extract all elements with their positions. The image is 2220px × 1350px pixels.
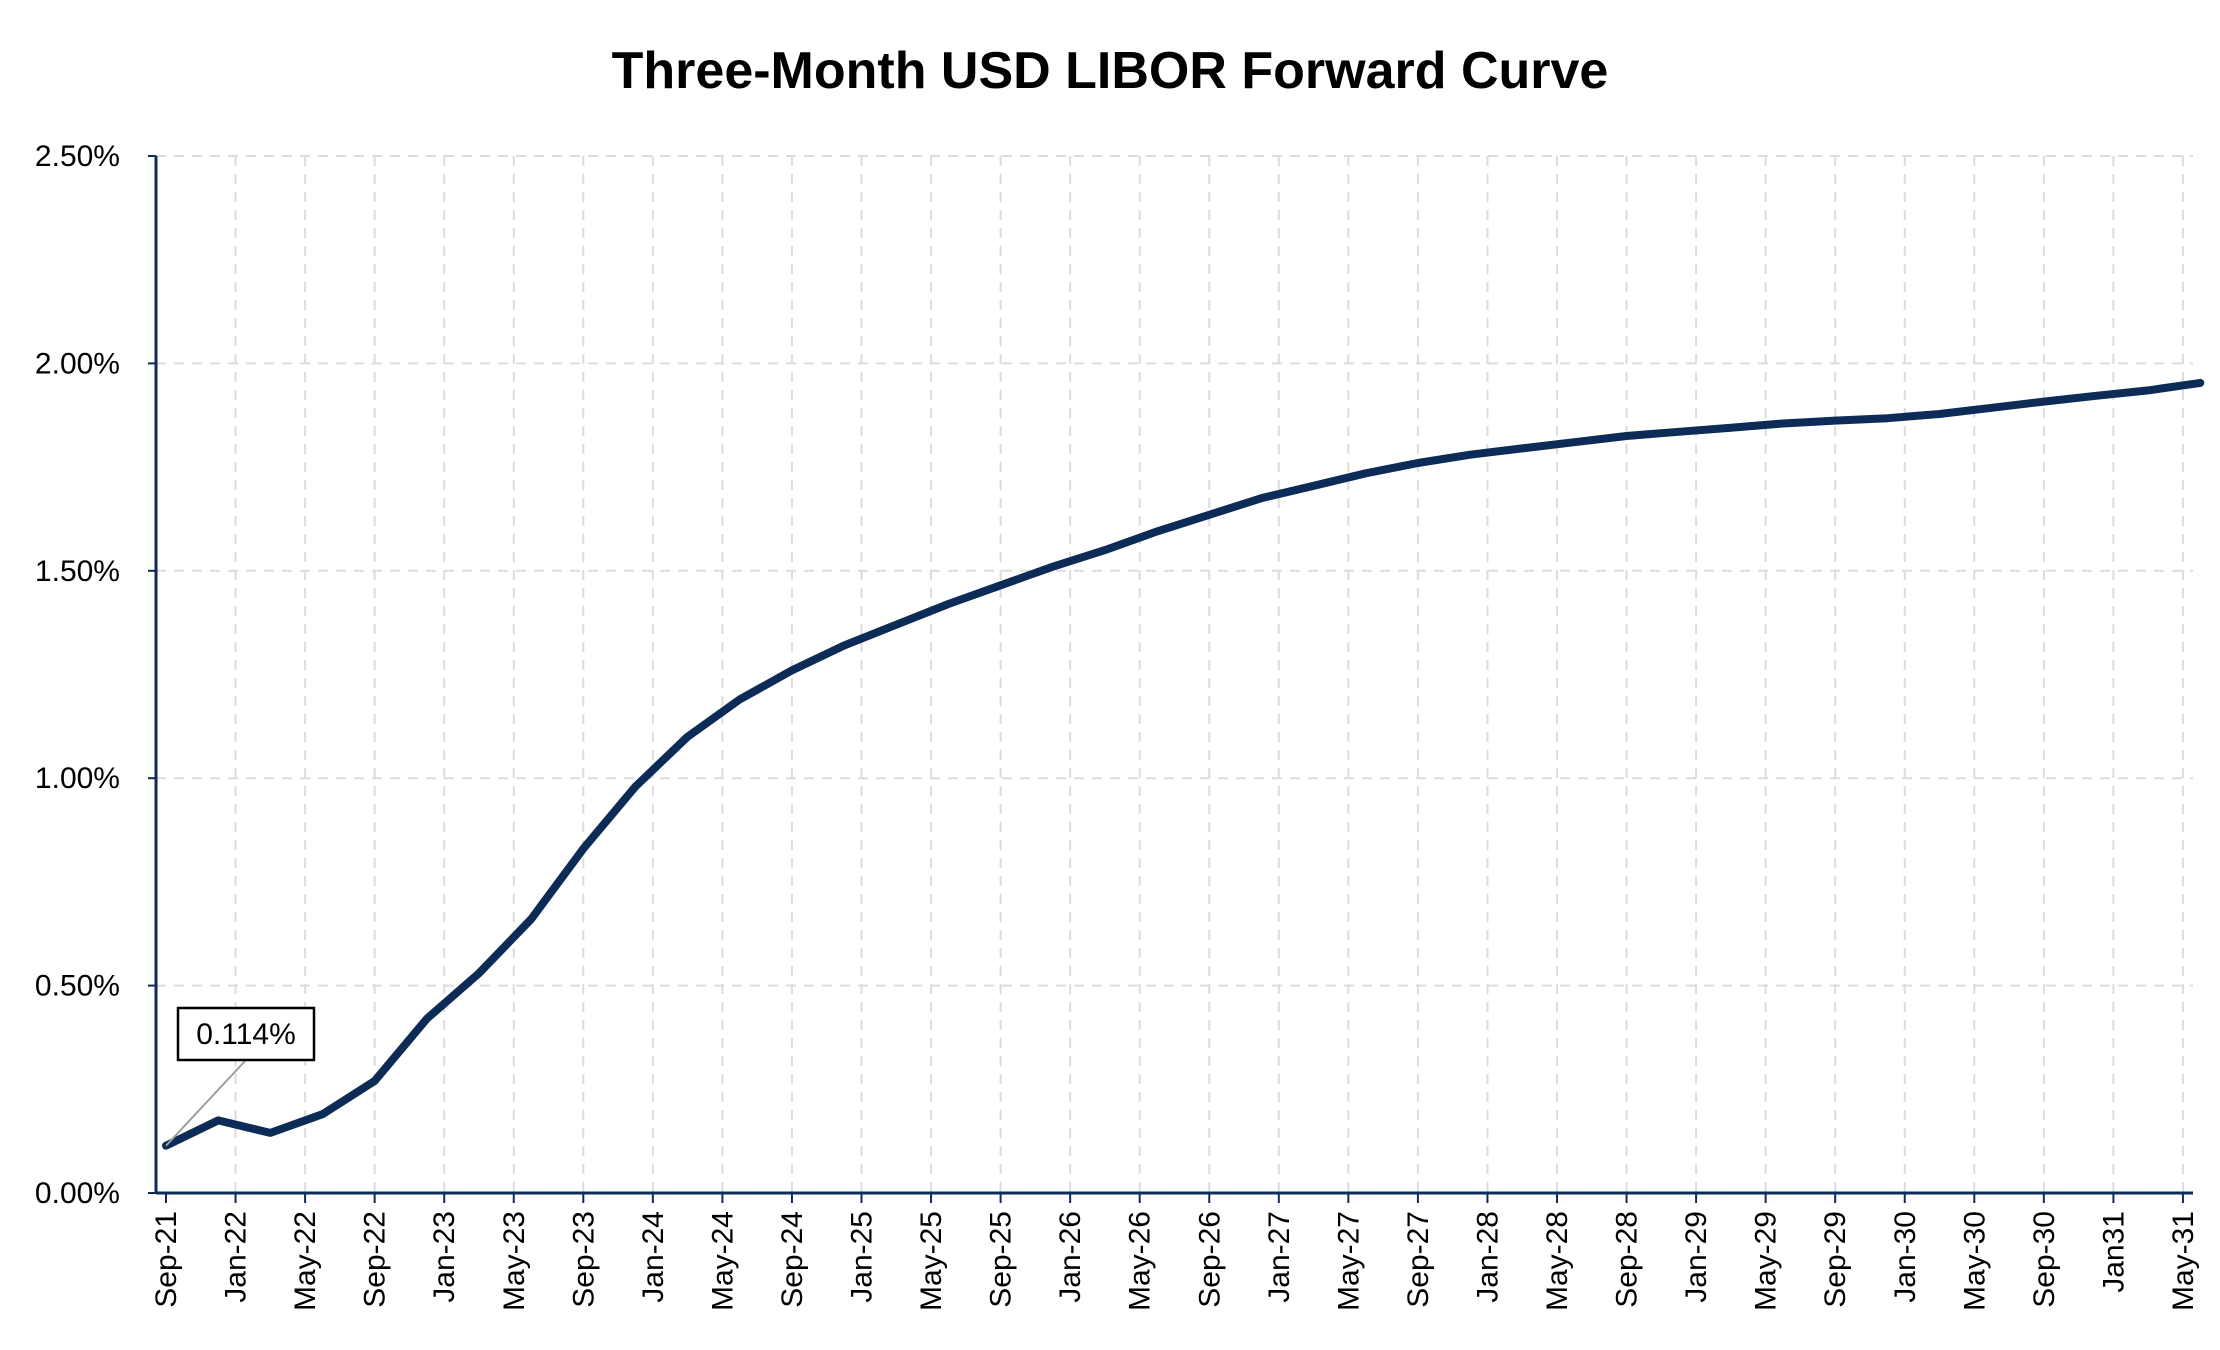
y-tick-label: 0.00% <box>35 1177 120 1210</box>
x-tick-label: May-26 <box>1124 1211 1157 1311</box>
data-point <box>530 918 532 920</box>
x-tick-label: May-22 <box>289 1211 322 1311</box>
x-tick-label: Jan-24 <box>637 1211 670 1303</box>
y-tick-label: 1.50% <box>35 555 120 588</box>
data-point <box>1104 549 1106 551</box>
axis-layer <box>148 155 2193 1203</box>
data-point <box>1156 530 1158 532</box>
x-tick-label: May-31 <box>2167 1211 2200 1311</box>
callout-leader <box>165 1059 247 1147</box>
data-point <box>1834 420 1836 422</box>
chart-title: Three-Month USD LIBOR Forward Curve <box>612 42 1609 100</box>
x-tick-label: Jan-28 <box>1471 1211 1504 1303</box>
data-point <box>1939 413 1940 415</box>
x-tick-label: Jan-27 <box>1263 1211 1296 1303</box>
x-tick-label: May-29 <box>1750 1211 1783 1311</box>
data-point <box>1365 472 1367 474</box>
x-tick-label: Jan-25 <box>846 1211 879 1303</box>
data-point <box>1678 431 1680 433</box>
data-point <box>582 848 584 850</box>
data-point <box>1417 462 1419 464</box>
data-point <box>739 698 741 700</box>
x-tick-label: Sep-25 <box>985 1211 1018 1308</box>
data-point <box>1991 407 1993 409</box>
data-point <box>1313 485 1315 487</box>
x-tick-label: Sep-26 <box>1193 1211 1226 1308</box>
callout-box <box>176 1006 316 1062</box>
y-tick-label: 2.00% <box>35 347 120 380</box>
data-point <box>1208 514 1210 516</box>
x-tick-label: Sep-22 <box>359 1211 392 1308</box>
x-tick-label: Jan31 <box>2097 1211 2130 1293</box>
callout-label: 0.114% <box>196 1018 296 1051</box>
data-point <box>687 736 689 738</box>
data-point <box>1052 566 1054 568</box>
data-point <box>843 645 845 646</box>
data-point <box>635 786 636 787</box>
x-tick-label: May-24 <box>706 1211 739 1311</box>
data-point <box>1573 441 1575 443</box>
x-tick-label: May-28 <box>1541 1211 1574 1311</box>
y-tick-label: 0.50% <box>35 970 120 1003</box>
data-point <box>947 603 949 605</box>
data-point <box>791 669 793 671</box>
x-tick-label: Jan-23 <box>428 1211 461 1303</box>
x-tick-label: Sep-23 <box>567 1211 600 1308</box>
x-tick-label: Sep-27 <box>1402 1211 1435 1308</box>
data-point <box>269 1132 271 1134</box>
data-point <box>426 1018 428 1020</box>
x-tick-label: May-27 <box>1332 1211 1365 1311</box>
label-layer: 0.00% 0.50% 1.00% 1.50% 2.00% 2.50% Sep-21 Jan-… <box>35 140 2200 1311</box>
x-tick-label: Sep-24 <box>776 1211 809 1308</box>
x-tick-label: Sep-29 <box>1819 1211 1852 1308</box>
x-tick-label: Sep-30 <box>2028 1211 2061 1308</box>
data-point <box>1730 427 1732 429</box>
y-tick-label: 1.00% <box>35 762 120 795</box>
data-point <box>478 972 480 974</box>
x-tick-label: May-23 <box>498 1211 531 1311</box>
data-point <box>322 1113 323 1115</box>
data-point <box>2147 389 2149 391</box>
data-point <box>1626 435 1627 437</box>
x-tick-label: Jan-29 <box>1680 1211 1713 1303</box>
x-tick-label: Jan-22 <box>220 1211 253 1303</box>
x-tick-label: May-30 <box>1958 1211 1991 1311</box>
data-point <box>1260 497 1262 499</box>
data-point <box>217 1119 219 1121</box>
x-tick-label: Jan-30 <box>1889 1211 1922 1303</box>
x-tick-label: Jan-26 <box>1054 1211 1087 1303</box>
annotation-layer: 0.114% <box>165 1006 316 1147</box>
series-layer <box>162 378 2205 1150</box>
data-point <box>2199 382 2201 384</box>
data-point <box>895 624 897 626</box>
x-tick-label: May-25 <box>915 1211 948 1311</box>
y-tick-label: 2.50% <box>35 140 120 173</box>
x-tick-label: Sep-21 <box>150 1211 183 1308</box>
series-line <box>162 378 2205 1150</box>
data-point <box>1469 454 1471 456</box>
data-point <box>1886 417 1888 419</box>
data-point <box>374 1080 376 1082</box>
x-tick-label: Sep-28 <box>1611 1211 1644 1308</box>
data-point <box>2095 395 2097 397</box>
data-point <box>1000 584 1002 586</box>
data-point <box>1782 423 1784 424</box>
data-point <box>2043 401 2045 403</box>
grid-layer <box>156 155 2193 1193</box>
data-point <box>1521 447 1523 449</box>
